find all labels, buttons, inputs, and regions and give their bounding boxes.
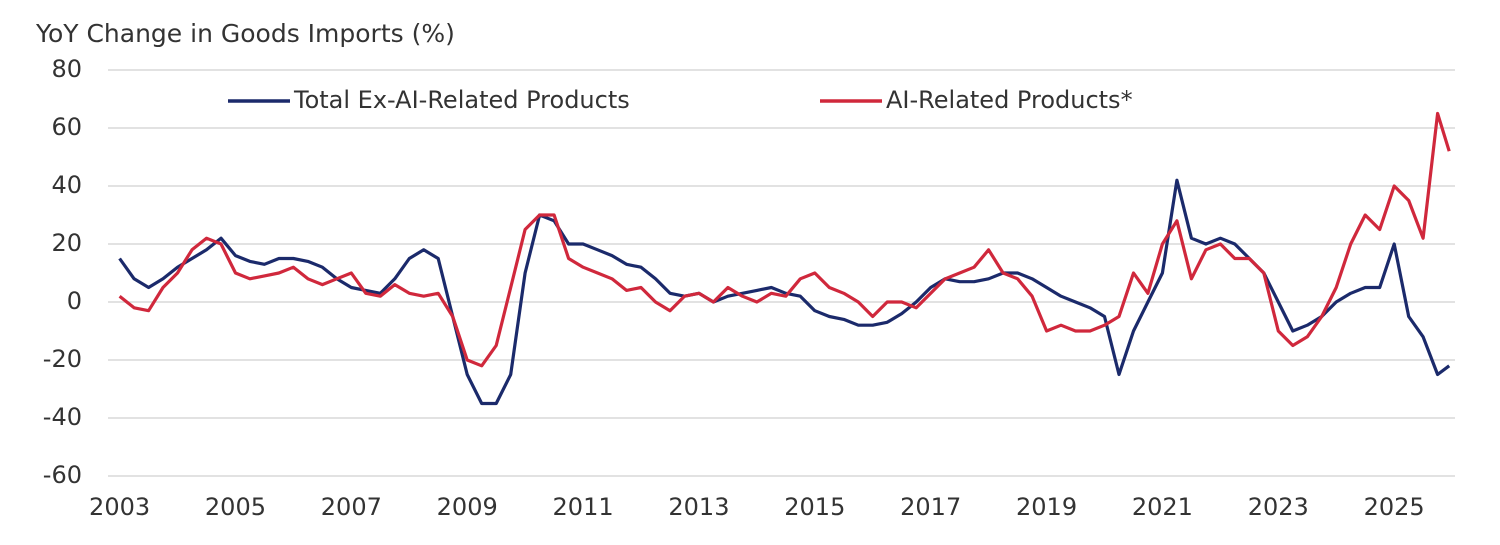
y-tick-label: 40 bbox=[51, 171, 82, 199]
series-line bbox=[118, 111, 1451, 368]
chart-title: YoY Change in Goods Imports (%) bbox=[35, 19, 455, 48]
x-tick-label: 2003 bbox=[89, 493, 150, 521]
y-tick-label: -60 bbox=[43, 461, 82, 489]
y-tick-label: 60 bbox=[51, 113, 82, 141]
series-line bbox=[118, 178, 1451, 406]
x-tick-label: 2009 bbox=[437, 493, 498, 521]
y-tick-label: 0 bbox=[67, 287, 82, 315]
y-tick-label: -40 bbox=[43, 403, 82, 431]
x-tick-label: 2021 bbox=[1132, 493, 1193, 521]
x-tick-label: 2019 bbox=[1016, 493, 1077, 521]
x-tick-label: 2017 bbox=[900, 493, 961, 521]
y-tick-label: 80 bbox=[51, 55, 82, 83]
y-tick-label: 20 bbox=[51, 229, 82, 257]
x-tick-label: 2025 bbox=[1364, 493, 1425, 521]
y-tick-label: -20 bbox=[43, 345, 82, 373]
x-tick-label: 2013 bbox=[668, 493, 729, 521]
x-tick-label: 2011 bbox=[553, 493, 614, 521]
legend-label: Total Ex-AI-Related Products bbox=[293, 86, 630, 114]
legend-label: AI-Related Products* bbox=[886, 86, 1133, 114]
x-tick-label: 2005 bbox=[205, 493, 266, 521]
x-tick-label: 2015 bbox=[784, 493, 845, 521]
x-tick-label: 2023 bbox=[1248, 493, 1309, 521]
x-tick-label: 2007 bbox=[321, 493, 382, 521]
